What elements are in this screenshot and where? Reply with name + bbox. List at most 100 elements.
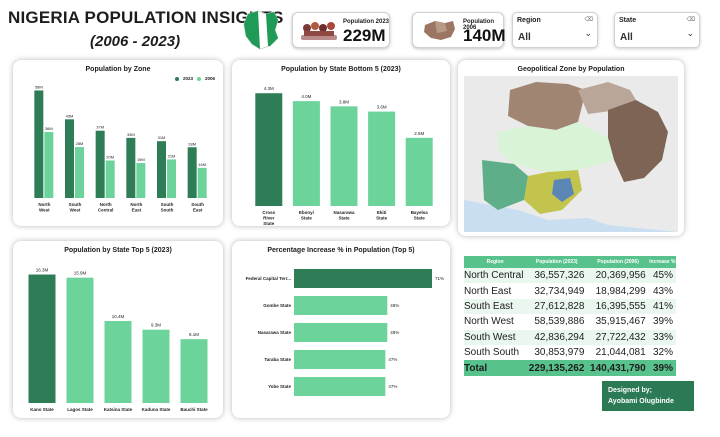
bottom5-bar-chart: 4.3MCrossRiverState4.0MEbonyiState3.8MNa… xyxy=(255,86,433,226)
clear-filter-icon[interactable]: ⌫ xyxy=(686,17,695,23)
bottom5-category-label: State xyxy=(338,216,350,221)
increase-category-label: Taraba State xyxy=(264,357,291,362)
clear-filter-icon[interactable]: ⌫ xyxy=(584,17,593,23)
table-cell: 42,836,294 xyxy=(526,329,588,345)
table-cell: North Central xyxy=(464,268,527,284)
designer-credit: Designed by; Ayobami Olugbinde xyxy=(602,381,694,411)
chart-title: Population by State Top 5 (2023) xyxy=(64,247,172,254)
page-title: NIGERIA POPULATION INSIGHTS xyxy=(8,8,284,27)
zone-category-label: North xyxy=(100,202,112,207)
bottom5-bar-label: 4.0M xyxy=(301,94,311,99)
zone-chart-card: Population by Zone 2023 2006 58M 36M North… xyxy=(13,60,223,226)
bottom5-bar xyxy=(330,106,358,206)
region-slicer[interactable]: Region ⌫ All ⌄ xyxy=(512,12,598,48)
bottom5-bar xyxy=(255,93,283,206)
zone-bar xyxy=(95,130,105,198)
top5-category-label: Bauchi State xyxy=(180,407,208,412)
region-table-card: Region Population (2023) Population (2006)… xyxy=(458,244,684,378)
bottom5-bar xyxy=(368,111,396,206)
table-row: North West 58,539,886 35,915,467 39% xyxy=(464,314,676,329)
bottom5-category-label: River xyxy=(263,216,275,221)
table-cell: 58,539,886 xyxy=(534,316,585,328)
zone-bar xyxy=(136,163,146,198)
region-table: Region Population (2023) Population (2006)… xyxy=(464,256,676,376)
top5-category-label: Katsina State xyxy=(104,407,133,412)
zone-bar xyxy=(75,147,84,198)
zone-bar xyxy=(44,131,54,198)
table-cell: 32% xyxy=(652,347,673,359)
table-total-row: Total 229,135,262 140,431,790 39% xyxy=(464,360,676,376)
zone-category-label: South xyxy=(161,208,174,213)
table-cell: 35,915,467 xyxy=(595,316,646,328)
table-cell: 36,557,326 xyxy=(526,268,588,284)
top5-bar xyxy=(66,277,94,403)
table-cell: 45% xyxy=(648,268,676,284)
top5-bar-chart: 16.3M Kano State 15.9M Lagos State 10.4M Kats… xyxy=(28,268,208,412)
slicer-label: State xyxy=(619,17,637,24)
legend-swatch-2006 xyxy=(196,76,201,81)
table-cell: 21,044,081 xyxy=(595,347,646,359)
increase-bar-label: 47% xyxy=(388,357,397,362)
increase-bar xyxy=(294,350,386,369)
legend-swatch-2023 xyxy=(174,76,179,81)
table-cell: 27,722,432 xyxy=(587,329,649,345)
zone-bar-label: 36M xyxy=(45,126,53,131)
zone-bar xyxy=(126,137,136,198)
table-row: South East 27,612,828 16,395,555 41% xyxy=(464,298,676,315)
state-slicer[interactable]: State ⌫ All ⌄ xyxy=(614,12,700,48)
chart-title: Percentage Increase % in Population (Top… xyxy=(267,247,415,254)
nigeria-map-icon xyxy=(424,21,455,40)
chevron-down-icon[interactable]: ⌄ xyxy=(686,28,694,38)
bottom5-bar-label: 3.8M xyxy=(339,99,349,104)
bottom5-category-label: State xyxy=(414,216,426,221)
table-cell: North West xyxy=(464,316,514,328)
increase-chart-card: Percentage Increase % in Population (Top… xyxy=(232,241,450,418)
table-column-header: Population (2023) xyxy=(526,256,588,268)
map-card: Geopolitical Zone by Population xyxy=(458,60,684,236)
table-column-header: Region xyxy=(464,256,527,268)
bottom5-category-label: State xyxy=(376,216,388,221)
table-cell: 33% xyxy=(648,329,676,345)
zone-category-label: South xyxy=(191,202,204,207)
zone-bar xyxy=(167,159,176,198)
bottom5-bar-label: 4.3M xyxy=(264,86,274,91)
zone-bar-label: 43M xyxy=(66,113,74,118)
table-row: North East 32,734,949 18,984,299 43% xyxy=(464,283,676,298)
bottom5-bar-label: 2.6M xyxy=(414,131,424,136)
zone-south-west xyxy=(482,160,528,210)
increase-bar xyxy=(294,296,388,315)
kpi-value: 229M xyxy=(343,26,386,45)
bottom5-category-label: State xyxy=(301,216,313,221)
zone-north-west xyxy=(508,82,586,130)
chart-title: Population by Zone xyxy=(85,66,151,73)
ocean-area xyxy=(464,200,678,232)
bottom5-bar xyxy=(292,101,320,206)
top5-bar xyxy=(180,339,208,403)
table-cell: Total xyxy=(464,360,527,376)
kpi-label: Population 2006 xyxy=(463,19,494,31)
legend-label: 2006 xyxy=(204,76,215,81)
kpi-population-2023: Population 2023 229M xyxy=(292,12,390,48)
slicer-label: Region xyxy=(517,17,541,24)
bottom5-category-label: Ebonyi xyxy=(299,210,314,215)
top5-bar-label: 16.3M xyxy=(36,268,49,273)
table-column-header: Increase % xyxy=(648,256,676,268)
increase-bar xyxy=(294,269,432,288)
increase-bar-label: 48% xyxy=(390,303,399,308)
legend-label: 2023 xyxy=(182,76,193,81)
zone-category-label: North xyxy=(130,202,142,207)
zone-bar xyxy=(157,141,166,198)
increase-category-label: Nasarawa State xyxy=(258,330,292,335)
crowd-icon xyxy=(301,22,337,40)
zone-bar xyxy=(187,147,197,198)
increase-bar-chart: Federal Capital Terr... 71% Gombe State 48%… xyxy=(246,269,444,396)
table-cell: 229,135,262 xyxy=(526,360,588,376)
top5-bar xyxy=(142,329,170,403)
table-row: South South 30,853,979 21,044,081 32% xyxy=(464,345,676,360)
zone-bar-label: 21M xyxy=(168,153,176,158)
chevron-down-icon[interactable]: ⌄ xyxy=(584,28,592,38)
zone-category-label: East xyxy=(193,208,203,213)
page-subtitle: (2006 - 2023) xyxy=(90,33,181,50)
zone-category-label: South xyxy=(69,202,82,207)
increase-category-label: Yobe State xyxy=(268,384,291,389)
